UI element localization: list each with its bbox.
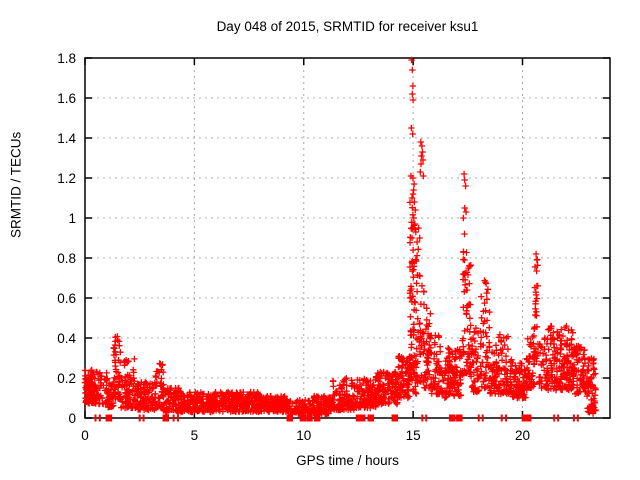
zero-mark-square [313,414,321,422]
y-tick-label-1.2: 1.2 [57,171,76,186]
zero-mark-square [524,414,532,422]
y-tick-label-0.8: 0.8 [57,251,76,266]
zero-mark-square [449,414,456,422]
y-tick-label-0.4: 0.4 [57,331,76,346]
y-tick-label-0.6: 0.6 [57,291,76,306]
y-tick-label-1: 1 [68,211,76,226]
zero-mark-square [358,414,366,422]
y-tick-label-0: 0 [68,411,76,426]
y-tick-label-1.4: 1.4 [57,131,76,146]
zero-mark-square [456,414,463,422]
zero-mark-square [299,414,307,422]
y-tick-label-1.6: 1.6 [57,91,76,106]
x-tick-label-5: 5 [191,428,199,443]
y-tick-label-1.8: 1.8 [57,51,76,66]
zero-mark-square [162,414,169,422]
x-tick-label-10: 10 [296,428,311,443]
zero-value-marks [94,414,579,422]
data-points [81,56,599,418]
zero-mark-square [367,414,374,422]
zero-mark-square [521,414,529,422]
x-tick-label-15: 15 [406,428,421,443]
plot-border [84,57,611,419]
chart-title: Day 048 of 2015, SRMTID for receiver ksu… [216,19,479,34]
x-axis-label: GPS time / hours [296,453,399,468]
x-tick-label-20: 20 [515,428,530,443]
tick-labels: 0 5 10 15 20 0 0.2 0.4 0.6 0.8 1 1.2 1.4 1.6 1.8 [57,51,530,443]
zero-mark-square [105,414,113,422]
zero-mark-square [391,414,399,422]
zero-mark-square [306,414,313,422]
zero-mark-square [286,414,294,422]
x-tick-label-0: 0 [81,428,89,443]
y-tick-label-0.2: 0.2 [57,371,76,386]
